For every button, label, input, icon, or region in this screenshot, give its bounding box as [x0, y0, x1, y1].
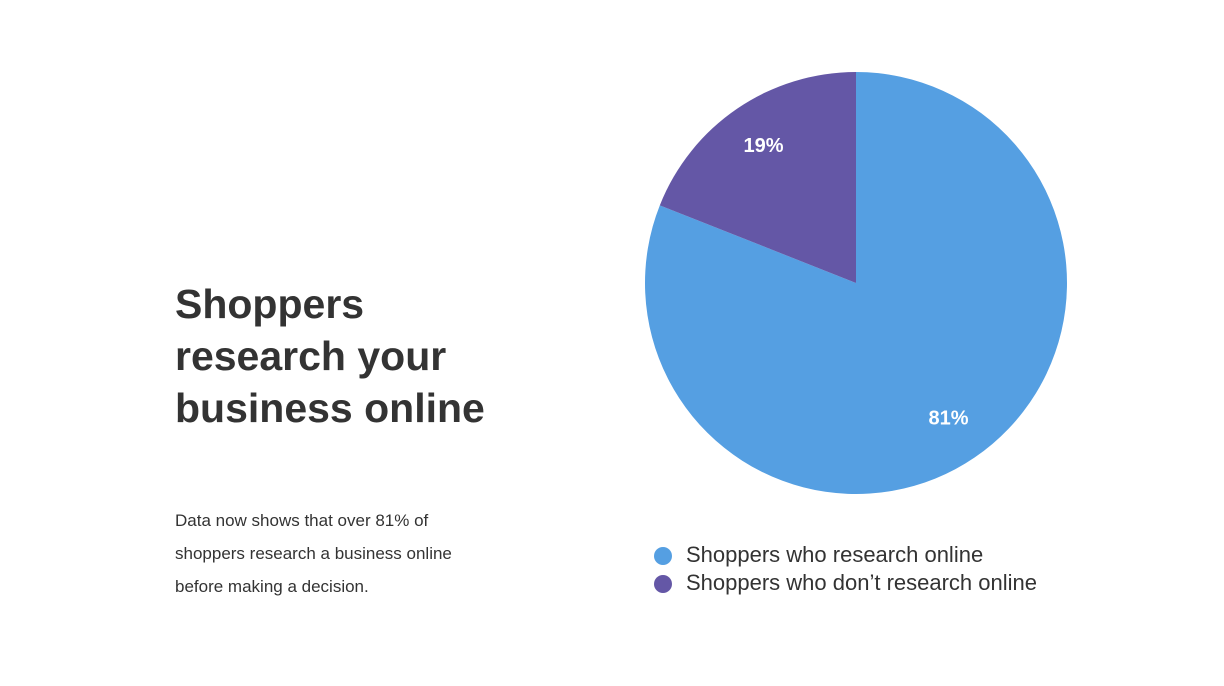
pie-slice — [659, 72, 856, 283]
legend-label: Shoppers who don’t research online — [686, 570, 1037, 595]
legend-label: Shoppers who research online — [686, 542, 983, 567]
body-text: Data now shows that over 81% of shoppers… — [175, 511, 452, 596]
data-label: 81% — [928, 407, 968, 429]
legend-marker — [654, 547, 672, 565]
legend-marker — [654, 575, 672, 593]
data-label: 19% — [743, 135, 783, 157]
heading: Shoppers research your business online — [175, 281, 485, 431]
